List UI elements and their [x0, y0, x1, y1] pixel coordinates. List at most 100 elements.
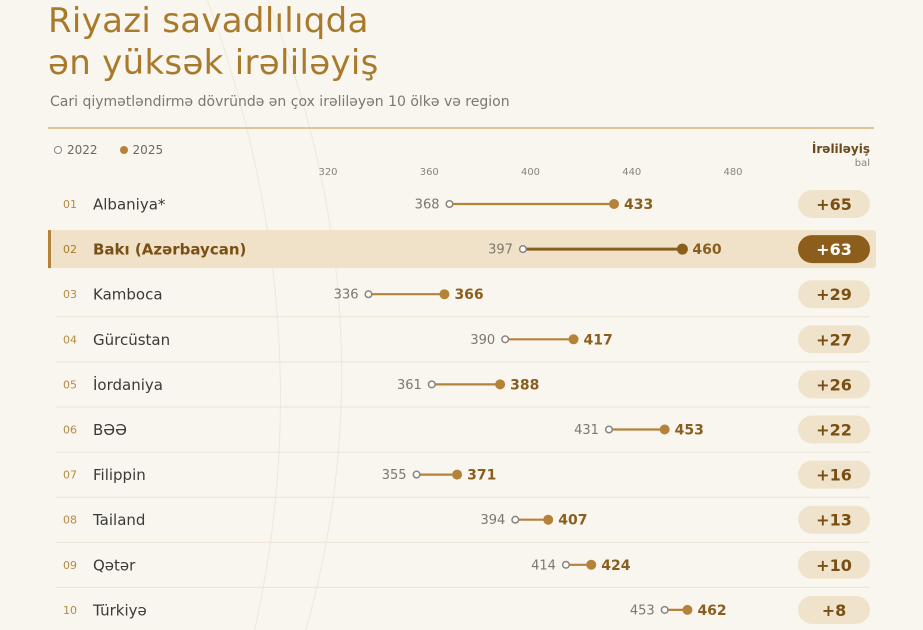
gain-column-header: İrəliləyiş bal	[812, 142, 870, 169]
gain-badge	[798, 595, 870, 624]
row-name: Kamboca	[93, 286, 163, 304]
legend: 2022 2025	[54, 143, 163, 157]
gain-badge	[798, 280, 870, 309]
row-rank: 02	[63, 243, 77, 256]
row-rank: 03	[63, 288, 77, 301]
gain-value: +8	[822, 601, 847, 620]
row-rank: 09	[63, 559, 77, 572]
page-title: Riyazi savadlılıqda ən yüksək irəliləyiş	[48, 0, 379, 84]
gain-header-unit: bal	[854, 158, 870, 169]
value-label-2022: 394	[480, 513, 505, 528]
x-tick-label: 440	[622, 167, 641, 178]
gain-value: +26	[816, 375, 852, 394]
gain-value: +10	[816, 556, 852, 575]
row-name: Bakı (Azərbaycan)	[93, 241, 246, 259]
gain-value: +63	[816, 240, 852, 259]
point-2022	[412, 470, 421, 479]
row-rank: 04	[63, 333, 77, 346]
point-2025	[609, 199, 620, 209]
row-rank: 06	[63, 424, 77, 437]
x-tick-label: 320	[318, 167, 337, 178]
point-2025	[452, 469, 463, 480]
value-label-2025: 371	[467, 468, 496, 484]
row-rank: 08	[63, 514, 77, 527]
value-label-2025: 424	[601, 558, 630, 574]
point-2022	[427, 380, 436, 389]
value-label-2022: 397	[488, 243, 513, 258]
point-2022	[511, 515, 520, 524]
gain-badge	[798, 550, 870, 579]
value-label-2022: 453	[630, 603, 655, 618]
gain-value: +27	[816, 330, 852, 349]
point-2022	[561, 560, 570, 569]
row-name: Türkiyə	[92, 601, 147, 619]
value-label-2022: 361	[397, 378, 422, 393]
highlight-row-background	[48, 230, 876, 269]
value-label-2025: 417	[584, 332, 613, 348]
gain-value: +22	[816, 421, 852, 440]
point-2022	[501, 335, 510, 344]
value-label-2025: 460	[692, 242, 721, 258]
legend-item-2025: 2025	[119, 143, 164, 157]
gain-badge	[798, 325, 870, 354]
row-name: Tailand	[92, 511, 145, 529]
header-divider	[48, 127, 874, 129]
row-name: Filippin	[93, 466, 146, 484]
row-rank: 05	[63, 378, 77, 391]
value-label-2025: 433	[624, 197, 653, 213]
point-2025	[543, 514, 554, 525]
gain-badge	[798, 505, 870, 534]
value-label-2022: 390	[470, 333, 495, 348]
x-tick-label: 400	[521, 167, 540, 178]
x-tick-label: 360	[420, 167, 439, 178]
value-label-2022: 355	[382, 468, 407, 483]
legend-label-2022: 2022	[67, 143, 98, 157]
point-2025	[495, 379, 506, 390]
point-2025	[439, 289, 450, 300]
gain-badge	[798, 415, 870, 444]
title-line-2: ən yüksək irəliləyiş	[48, 43, 379, 83]
row-rank: 10	[63, 604, 77, 617]
point-2022	[660, 605, 669, 614]
x-tick-label: 480	[723, 167, 742, 178]
value-label-2025: 462	[697, 603, 726, 619]
gain-value: +29	[816, 285, 852, 304]
value-label-2025: 388	[510, 377, 539, 393]
point-2025	[586, 559, 597, 570]
point-2022	[518, 245, 527, 254]
gain-value: +65	[816, 195, 852, 214]
row-name: İordaniya	[93, 375, 163, 394]
gain-badge	[798, 370, 870, 399]
value-label-2022: 336	[334, 288, 359, 303]
gain-header-title: İrəliləyiş	[811, 142, 870, 156]
highlight-row-marker	[48, 230, 51, 269]
point-2025	[568, 334, 579, 345]
filled-circle-icon	[119, 146, 128, 154]
value-label-2025: 453	[675, 423, 704, 439]
row-name: Gürcüstan	[93, 331, 170, 349]
legend-label-2025: 2025	[132, 143, 164, 157]
value-label-2025: 407	[558, 513, 587, 529]
value-label-2025: 366	[454, 287, 483, 303]
open-circle-icon	[54, 146, 62, 154]
point-2022	[445, 199, 454, 209]
point-2022	[364, 290, 373, 299]
legend-item-2022: 2022	[54, 143, 98, 157]
row-name: Qətər	[93, 556, 136, 574]
row-name: BƏƏ	[93, 421, 127, 439]
row-rank: 07	[63, 469, 77, 482]
value-label-2022: 431	[574, 423, 599, 438]
point-2025	[676, 243, 688, 255]
gain-value: +16	[816, 466, 852, 485]
point-2025	[682, 604, 693, 615]
row-name: Albaniya*	[93, 196, 166, 214]
title-line-1: Riyazi savadlılıqda	[48, 1, 369, 41]
gain-value: +13	[816, 511, 852, 530]
gain-badge	[798, 190, 870, 218]
value-label-2022: 368	[415, 198, 440, 213]
page-subtitle: Cari qiymətləndirmə dövründə ən çox irəl…	[50, 94, 510, 110]
row-rank: 01	[63, 198, 77, 211]
point-2022	[604, 425, 614, 434]
gain-badge	[798, 235, 870, 264]
